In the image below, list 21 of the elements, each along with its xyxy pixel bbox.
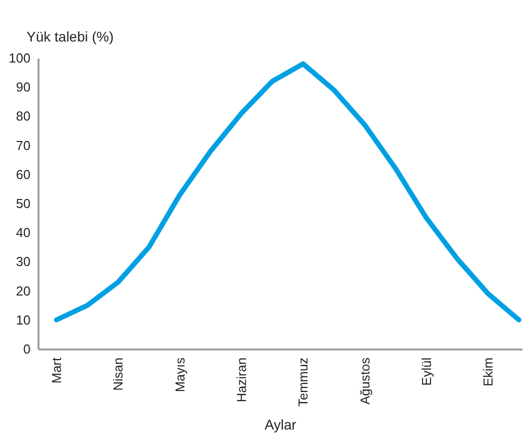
y-tick-label: 20 (16, 283, 30, 298)
x-tick-label: Nisan (110, 358, 126, 391)
y-tick-label: 90 (16, 80, 30, 95)
y-tick-label: 40 (16, 225, 30, 240)
x-tick-label: Haziran (234, 358, 249, 402)
x-tick-label: Ekim (480, 358, 496, 386)
x-tick-label: Eylül (418, 357, 434, 386)
x-axis-title: Aylar (264, 416, 297, 433)
y-tick-label: 0 (23, 342, 30, 356)
y-tick-label: 70 (16, 138, 30, 153)
y-tick-label: 60 (16, 166, 30, 182)
y-tick-label: 100 (8, 50, 30, 66)
y-tick-label: 30 (16, 254, 30, 270)
x-tick-label: Temmuz (296, 358, 311, 407)
y-tick-label: 80 (16, 108, 30, 124)
y-tick-label: 50 (16, 196, 30, 211)
y-tick-label: 10 (16, 312, 30, 328)
x-tick-label: Mart (48, 357, 64, 384)
x-tick-label: Ağustos (357, 357, 372, 404)
x-tick-label: Mayıs (172, 357, 188, 392)
y-axis-title: Yük talebi (%) (26, 28, 114, 44)
